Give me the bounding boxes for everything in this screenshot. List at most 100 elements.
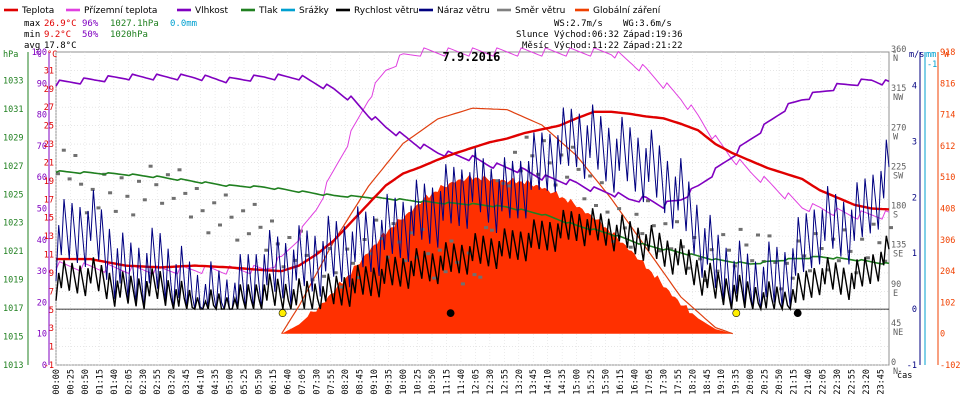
axis-hpa-tick: 1013	[3, 361, 23, 371]
stat-max-rain: 0.0mm	[170, 19, 197, 29]
wind-dir-mark	[646, 199, 650, 203]
wind-dir-mark	[889, 226, 893, 230]
sun-set: Západ:19:36	[623, 30, 683, 40]
wind-dir-mark	[871, 222, 876, 226]
x-tick-label: 23:45	[876, 369, 886, 395]
x-tick-label: 21:40	[804, 369, 814, 395]
x-tick-label: 08:45	[356, 369, 366, 395]
stat-min-label: min	[24, 30, 40, 40]
axis-ms-tick: 3	[912, 137, 917, 147]
wind-dir-mark	[56, 172, 60, 176]
axis-degc-tick: -1	[44, 361, 54, 371]
axis-pct-tick: 50	[37, 205, 47, 215]
wind-dir-mark	[744, 243, 749, 247]
wind-dir-mark	[472, 273, 477, 277]
axis-degc-tick: 1	[49, 343, 54, 353]
wind-dir-mark	[657, 249, 662, 253]
x-tick-label: 12:30	[486, 369, 496, 395]
x-tick-label: 15:00	[573, 369, 583, 395]
wind-dir-mark	[547, 161, 552, 165]
axis-degc-tick: 19	[44, 177, 54, 187]
wind-dir-mark	[194, 187, 199, 190]
axis-deg-compass: N	[893, 367, 898, 377]
wind-dir-mark	[252, 202, 257, 206]
axis-hpa-tick: 1029	[3, 133, 23, 143]
wind-dir-mark	[287, 236, 292, 239]
x-tick-label: 01:15	[95, 369, 105, 395]
x-tick-label: 09:10	[370, 369, 380, 395]
x-tick-label: 15:25	[587, 369, 597, 395]
wind-dir-mark	[351, 261, 355, 265]
stat-ws: WS:2.7m/s	[554, 19, 603, 29]
axis-deg-tick: 270	[891, 123, 906, 133]
chart-title: 7.9.2016	[443, 50, 501, 64]
wind-dir-mark	[119, 176, 124, 180]
wind-dir-mark	[73, 154, 78, 157]
wind-dir-mark	[426, 252, 431, 256]
x-tick-label: 22:30	[833, 369, 843, 395]
wind-dir-mark	[836, 259, 841, 263]
legend-pocitova-label: Přízemní teplota	[84, 6, 157, 16]
wind-dir-mark	[333, 271, 338, 275]
wind-dir-mark	[594, 204, 598, 207]
wind-dir-mark	[860, 237, 865, 241]
wind-dir-mark	[200, 209, 205, 213]
wind-dir-mark	[640, 232, 645, 236]
axis-hpa-tick: 1027	[3, 162, 23, 172]
axis-deg-compass: NW	[893, 93, 904, 103]
wind-dir-mark	[495, 179, 500, 183]
axis-w-tick: 918	[940, 48, 955, 58]
axis-w-tick: 204	[940, 267, 955, 277]
axis-degc-tick: 17	[44, 195, 54, 205]
axis-pct-tick: 70	[37, 142, 47, 152]
wind-dir-mark	[773, 260, 778, 264]
wind-dir-mark	[154, 183, 159, 187]
wind-dir-mark	[449, 239, 454, 243]
wind-dir-mark	[634, 212, 639, 216]
x-tick-label: 09:35	[385, 369, 395, 395]
axis-mm-title: mm	[926, 50, 936, 60]
axis-mm-tick: -1	[927, 60, 937, 70]
legend-zareni-label: Globální záření	[593, 6, 661, 16]
series-temp-line	[56, 110, 890, 273]
wind-dir-mark	[113, 209, 118, 213]
x-tick-label: 02:05	[124, 369, 134, 395]
wind-dir-mark	[160, 201, 165, 205]
wind-dir-mark	[842, 228, 847, 232]
axis-w-tick: 612	[940, 142, 955, 152]
axis-w-tick: -102	[940, 361, 960, 371]
axis-ms-tick: 1	[912, 249, 917, 259]
wind-dir-mark	[281, 265, 286, 269]
wind-dir-mark	[524, 135, 529, 139]
wind-dir-mark	[709, 248, 714, 252]
wind-dir-mark	[345, 247, 350, 251]
wind-dir-mark	[212, 201, 217, 205]
wind-dir-mark	[171, 196, 176, 200]
wind-dir-mark	[576, 167, 581, 171]
wind-dir-mark	[651, 224, 656, 228]
axis-pct-tick: 40	[37, 236, 47, 246]
stat-max-press: 1027.1hPa	[110, 19, 159, 29]
x-tick-label: 20:00	[746, 369, 756, 395]
wind-dir-mark	[813, 232, 818, 236]
wind-dir-mark	[686, 266, 691, 270]
axis-degc-tick: 9	[49, 269, 54, 279]
stat-max-hum: 96%	[82, 19, 99, 29]
wind-dir-mark	[108, 191, 113, 195]
wind-dir-mark	[235, 238, 240, 242]
wind-dir-mark	[437, 248, 442, 252]
wind-dir-mark	[692, 236, 697, 239]
wind-dir-mark	[599, 181, 604, 185]
axis-hpa-tick: 1021	[3, 247, 23, 257]
wind-dir-mark	[715, 269, 720, 273]
axis-degc-tick: 15	[44, 214, 54, 224]
x-tick-label: 13:20	[515, 369, 525, 395]
wind-dir-mark	[588, 174, 593, 178]
axis-w-tick: 0	[940, 330, 945, 340]
axis-ms-tick: 4	[912, 82, 917, 92]
wind-dir-mark	[443, 270, 448, 274]
x-tick-label: 05:00	[226, 369, 236, 395]
x-tick-label: 04:10	[197, 369, 207, 395]
axis-degc-tick: 21	[44, 158, 54, 168]
